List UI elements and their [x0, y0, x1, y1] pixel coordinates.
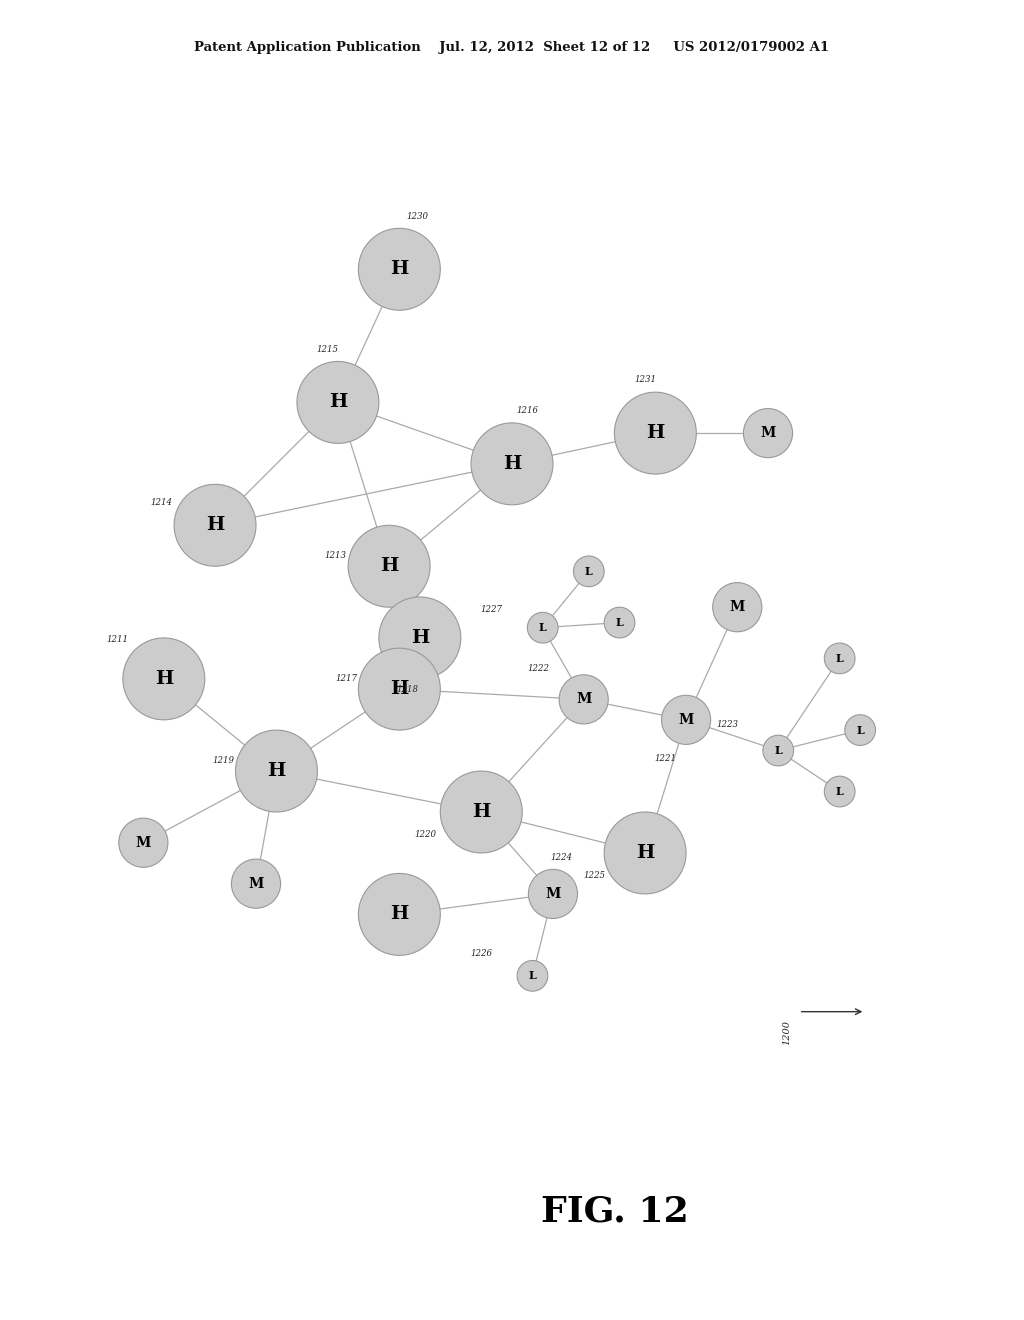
Text: 1211: 1211 [106, 635, 129, 644]
Text: 1226: 1226 [470, 949, 493, 958]
Text: H: H [329, 393, 347, 412]
Text: H: H [155, 669, 173, 688]
Circle shape [559, 675, 608, 723]
Text: 1219: 1219 [212, 756, 234, 766]
Text: 1221: 1221 [654, 754, 677, 763]
Text: L: L [585, 566, 593, 577]
Text: H: H [380, 557, 398, 576]
Circle shape [297, 362, 379, 444]
Text: M: M [760, 426, 776, 440]
Text: Patent Application Publication    Jul. 12, 2012  Sheet 12 of 12     US 2012/0179: Patent Application Publication Jul. 12, … [195, 41, 829, 54]
Circle shape [517, 961, 548, 991]
Text: 1222: 1222 [527, 664, 550, 673]
Circle shape [236, 730, 317, 812]
Text: L: L [615, 616, 624, 628]
Circle shape [713, 582, 762, 632]
Text: H: H [206, 516, 224, 535]
Text: 1214: 1214 [151, 498, 173, 507]
Circle shape [824, 776, 855, 807]
Circle shape [763, 735, 794, 766]
Circle shape [528, 870, 578, 919]
Text: H: H [390, 680, 409, 698]
Text: L: L [539, 622, 547, 634]
Circle shape [123, 638, 205, 719]
Text: H: H [503, 455, 521, 473]
Circle shape [358, 874, 440, 956]
Text: 1218: 1218 [396, 685, 419, 693]
Circle shape [174, 484, 256, 566]
Text: 1223: 1223 [716, 721, 738, 730]
Text: M: M [135, 836, 152, 850]
Circle shape [379, 597, 461, 678]
Text: L: L [836, 785, 844, 797]
Text: L: L [774, 744, 782, 756]
Text: 1225: 1225 [583, 871, 605, 880]
Text: H: H [472, 803, 490, 821]
Text: H: H [411, 628, 429, 647]
Text: 1200: 1200 [782, 1020, 791, 1045]
Circle shape [358, 228, 440, 310]
Text: 1215: 1215 [316, 345, 339, 354]
Text: H: H [390, 906, 409, 924]
Circle shape [440, 771, 522, 853]
Circle shape [119, 818, 168, 867]
Circle shape [824, 643, 855, 673]
Text: 1231: 1231 [634, 375, 656, 384]
Text: H: H [267, 762, 286, 780]
Text: 1227: 1227 [480, 605, 503, 614]
Text: 1217: 1217 [335, 675, 357, 684]
Text: M: M [575, 693, 592, 706]
Circle shape [471, 422, 553, 504]
Text: H: H [636, 843, 654, 862]
Text: 1216: 1216 [516, 407, 539, 414]
Circle shape [604, 812, 686, 894]
Circle shape [662, 696, 711, 744]
Circle shape [358, 648, 440, 730]
Text: L: L [836, 653, 844, 664]
Circle shape [845, 714, 876, 746]
Text: 1230: 1230 [407, 211, 429, 220]
Text: M: M [678, 713, 694, 727]
Text: L: L [856, 725, 864, 735]
Text: L: L [528, 970, 537, 981]
Circle shape [573, 556, 604, 586]
Text: H: H [646, 424, 665, 442]
Text: FIG. 12: FIG. 12 [541, 1195, 688, 1229]
Circle shape [527, 612, 558, 643]
Circle shape [231, 859, 281, 908]
Text: M: M [248, 876, 264, 891]
Circle shape [614, 392, 696, 474]
Circle shape [743, 409, 793, 458]
Circle shape [604, 607, 635, 638]
Text: M: M [729, 601, 745, 614]
Text: M: M [545, 887, 561, 902]
Circle shape [348, 525, 430, 607]
Text: H: H [390, 260, 409, 279]
Text: 1220: 1220 [414, 830, 436, 840]
Text: 1224: 1224 [550, 853, 572, 862]
Text: 1213: 1213 [325, 552, 347, 561]
